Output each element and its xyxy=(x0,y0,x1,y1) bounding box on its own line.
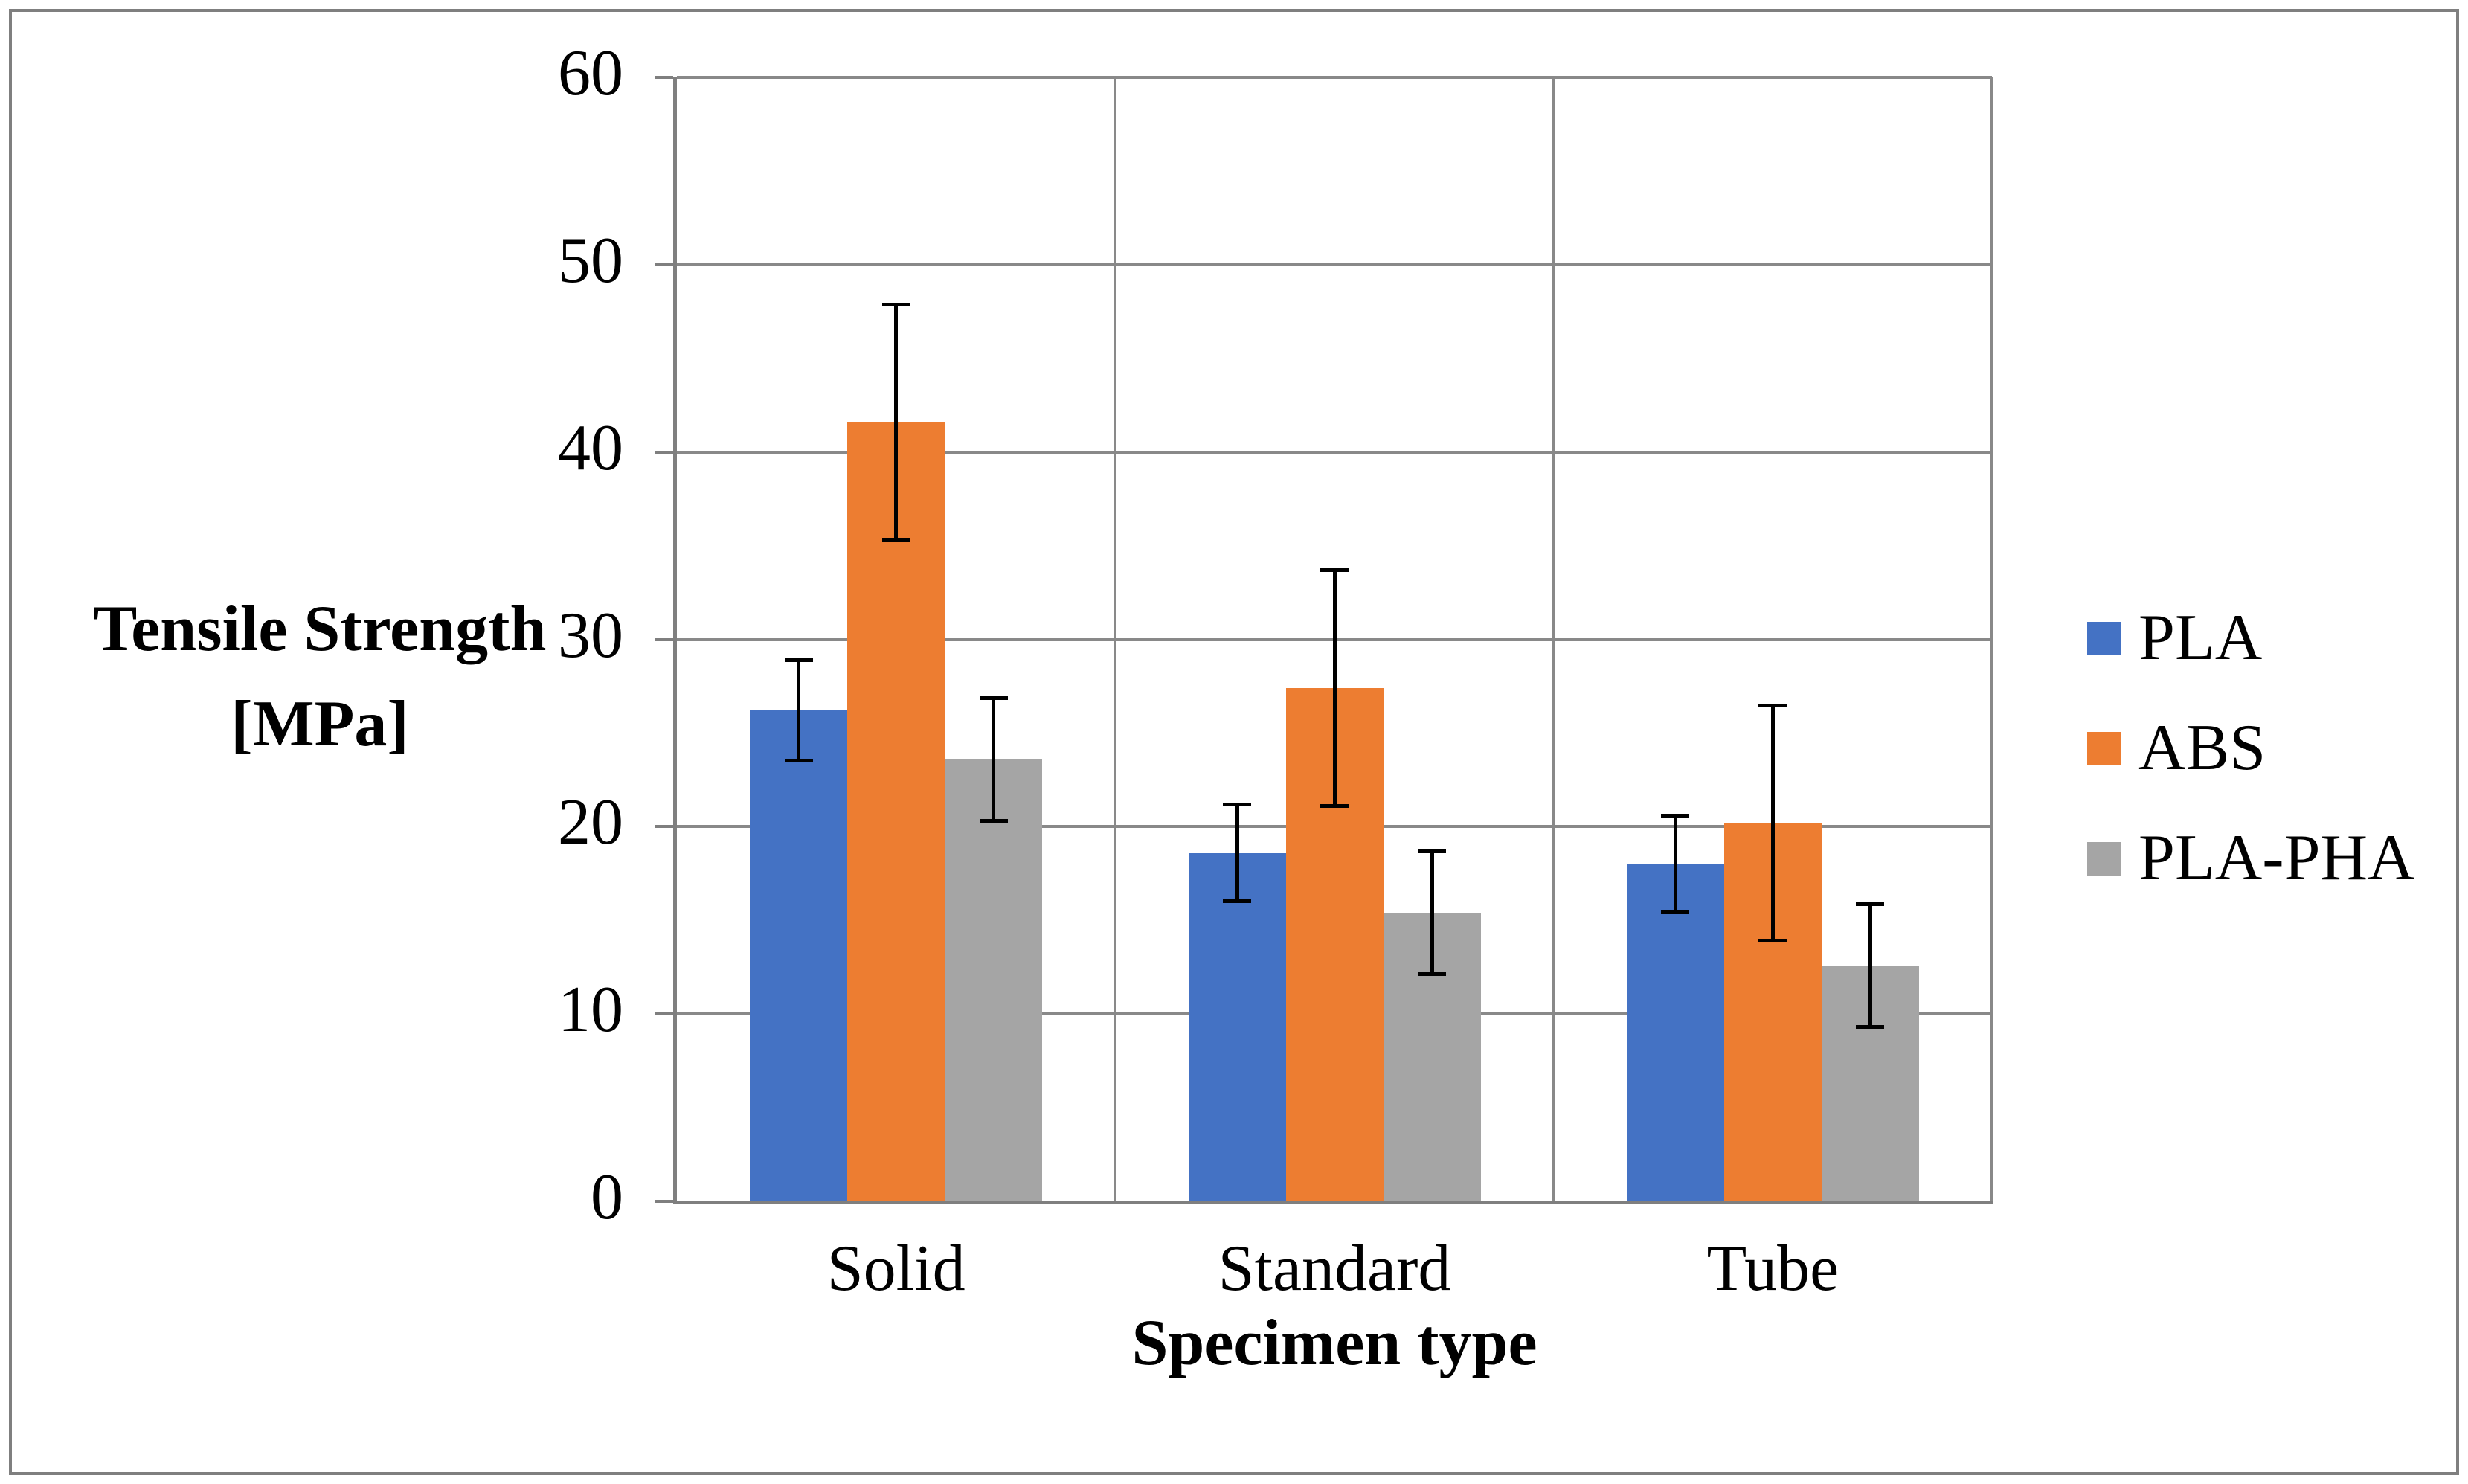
error-bar-abs-solid-cap-top xyxy=(881,302,910,306)
y-tick-label: 20 xyxy=(558,786,623,859)
y-axis-title-line1: Tensile Strength xyxy=(93,593,547,665)
error-bar-pla-solid-cap-top xyxy=(784,658,813,663)
x-axis-line xyxy=(673,1201,1993,1204)
legend-swatch-pla-pha xyxy=(2087,841,2121,876)
gridline-horizontal xyxy=(677,263,1992,266)
legend-item-abs: ABS xyxy=(2087,715,2266,782)
error-bar-pla-standard-cap-bottom xyxy=(1223,899,1251,904)
figure-border xyxy=(9,9,2459,1475)
error-bar-pla-standard-line xyxy=(1235,804,1239,902)
error-bar-pla-pha-standard-cap-top xyxy=(1418,849,1446,854)
y-axis-tick xyxy=(655,637,673,641)
gridline-vertical xyxy=(1114,77,1117,1201)
error-bar-abs-tube-cap-bottom xyxy=(1758,938,1787,942)
error-bar-pla-pha-standard-cap-bottom xyxy=(1418,972,1446,977)
y-axis-tick xyxy=(655,450,673,454)
category-label-tube: Tube xyxy=(1706,1233,1839,1305)
error-bar-pla-pha-tube-cap-top xyxy=(1856,902,1885,906)
y-tick-label: 50 xyxy=(558,224,623,297)
y-axis-tick xyxy=(655,263,673,266)
error-bar-pla-pha-solid-cap-top xyxy=(979,696,1008,700)
error-bar-pla-solid-line xyxy=(797,660,801,762)
gridline-horizontal xyxy=(677,450,1992,454)
error-bar-pla-solid-cap-bottom xyxy=(784,759,813,763)
error-bar-abs-tube-line xyxy=(1770,704,1775,941)
y-axis-tick xyxy=(655,825,673,829)
error-bar-abs-tube-cap-top xyxy=(1758,703,1787,707)
y-axis-line xyxy=(673,77,677,1201)
bar-abs-solid xyxy=(847,422,945,1201)
y-axis-title: Tensile Strength [MPa] xyxy=(60,582,580,771)
y-tick-label: 10 xyxy=(558,974,623,1047)
y-tick-label: 40 xyxy=(558,411,623,484)
error-bar-pla-standard-cap-top xyxy=(1223,803,1251,807)
error-bar-pla-pha-solid-cap-bottom xyxy=(979,818,1008,823)
x-axis-title: Specimen type xyxy=(1131,1307,1537,1379)
y-axis-title-line2: [MPa] xyxy=(231,687,409,760)
legend-label: PLA xyxy=(2138,602,2263,674)
error-bar-abs-standard-cap-bottom xyxy=(1320,803,1349,808)
legend-swatch-pla xyxy=(2087,621,2121,655)
y-tick-label: 60 xyxy=(558,37,623,109)
bar-pla-solid xyxy=(750,710,848,1201)
legend-label: PLA-PHA xyxy=(2138,822,2415,894)
y-axis-tick xyxy=(655,1012,673,1016)
y-axis-tick xyxy=(655,1200,673,1203)
error-bar-abs-standard-cap-top xyxy=(1320,568,1349,573)
category-label-solid: Solid xyxy=(826,1233,965,1305)
bar-pla-pha-solid xyxy=(945,759,1043,1201)
legend-item-pla-pha: PLA-PHA xyxy=(2087,825,2415,892)
error-bar-abs-standard-line xyxy=(1332,570,1337,806)
error-bar-abs-solid-line xyxy=(894,303,899,540)
error-bar-pla-pha-solid-line xyxy=(992,697,996,821)
error-bar-abs-solid-cap-bottom xyxy=(881,538,910,542)
bar-pla-tube xyxy=(1626,864,1724,1201)
y-axis-tick xyxy=(655,76,673,79)
gridline-horizontal xyxy=(677,76,1992,79)
error-bar-pla-pha-tube-line xyxy=(1868,903,1872,1027)
y-tick-label: 0 xyxy=(591,1161,623,1233)
error-bar-pla-pha-standard-line xyxy=(1430,851,1434,975)
error-bar-pla-tube-line xyxy=(1673,815,1677,913)
legend-item-pla: PLA xyxy=(2087,605,2262,672)
error-bar-pla-tube-cap-top xyxy=(1661,814,1690,818)
category-label-standard: Standard xyxy=(1218,1233,1451,1305)
legend-swatch-abs xyxy=(2087,731,2121,765)
legend-label: ABS xyxy=(2138,712,2266,784)
plot-right-border xyxy=(1990,77,1993,1201)
bar-pla-standard xyxy=(1188,852,1286,1201)
error-bar-pla-pha-tube-cap-bottom xyxy=(1856,1024,1885,1029)
y-tick-label: 30 xyxy=(558,599,623,672)
error-bar-pla-tube-cap-bottom xyxy=(1661,910,1690,915)
gridline-vertical xyxy=(1552,77,1555,1201)
